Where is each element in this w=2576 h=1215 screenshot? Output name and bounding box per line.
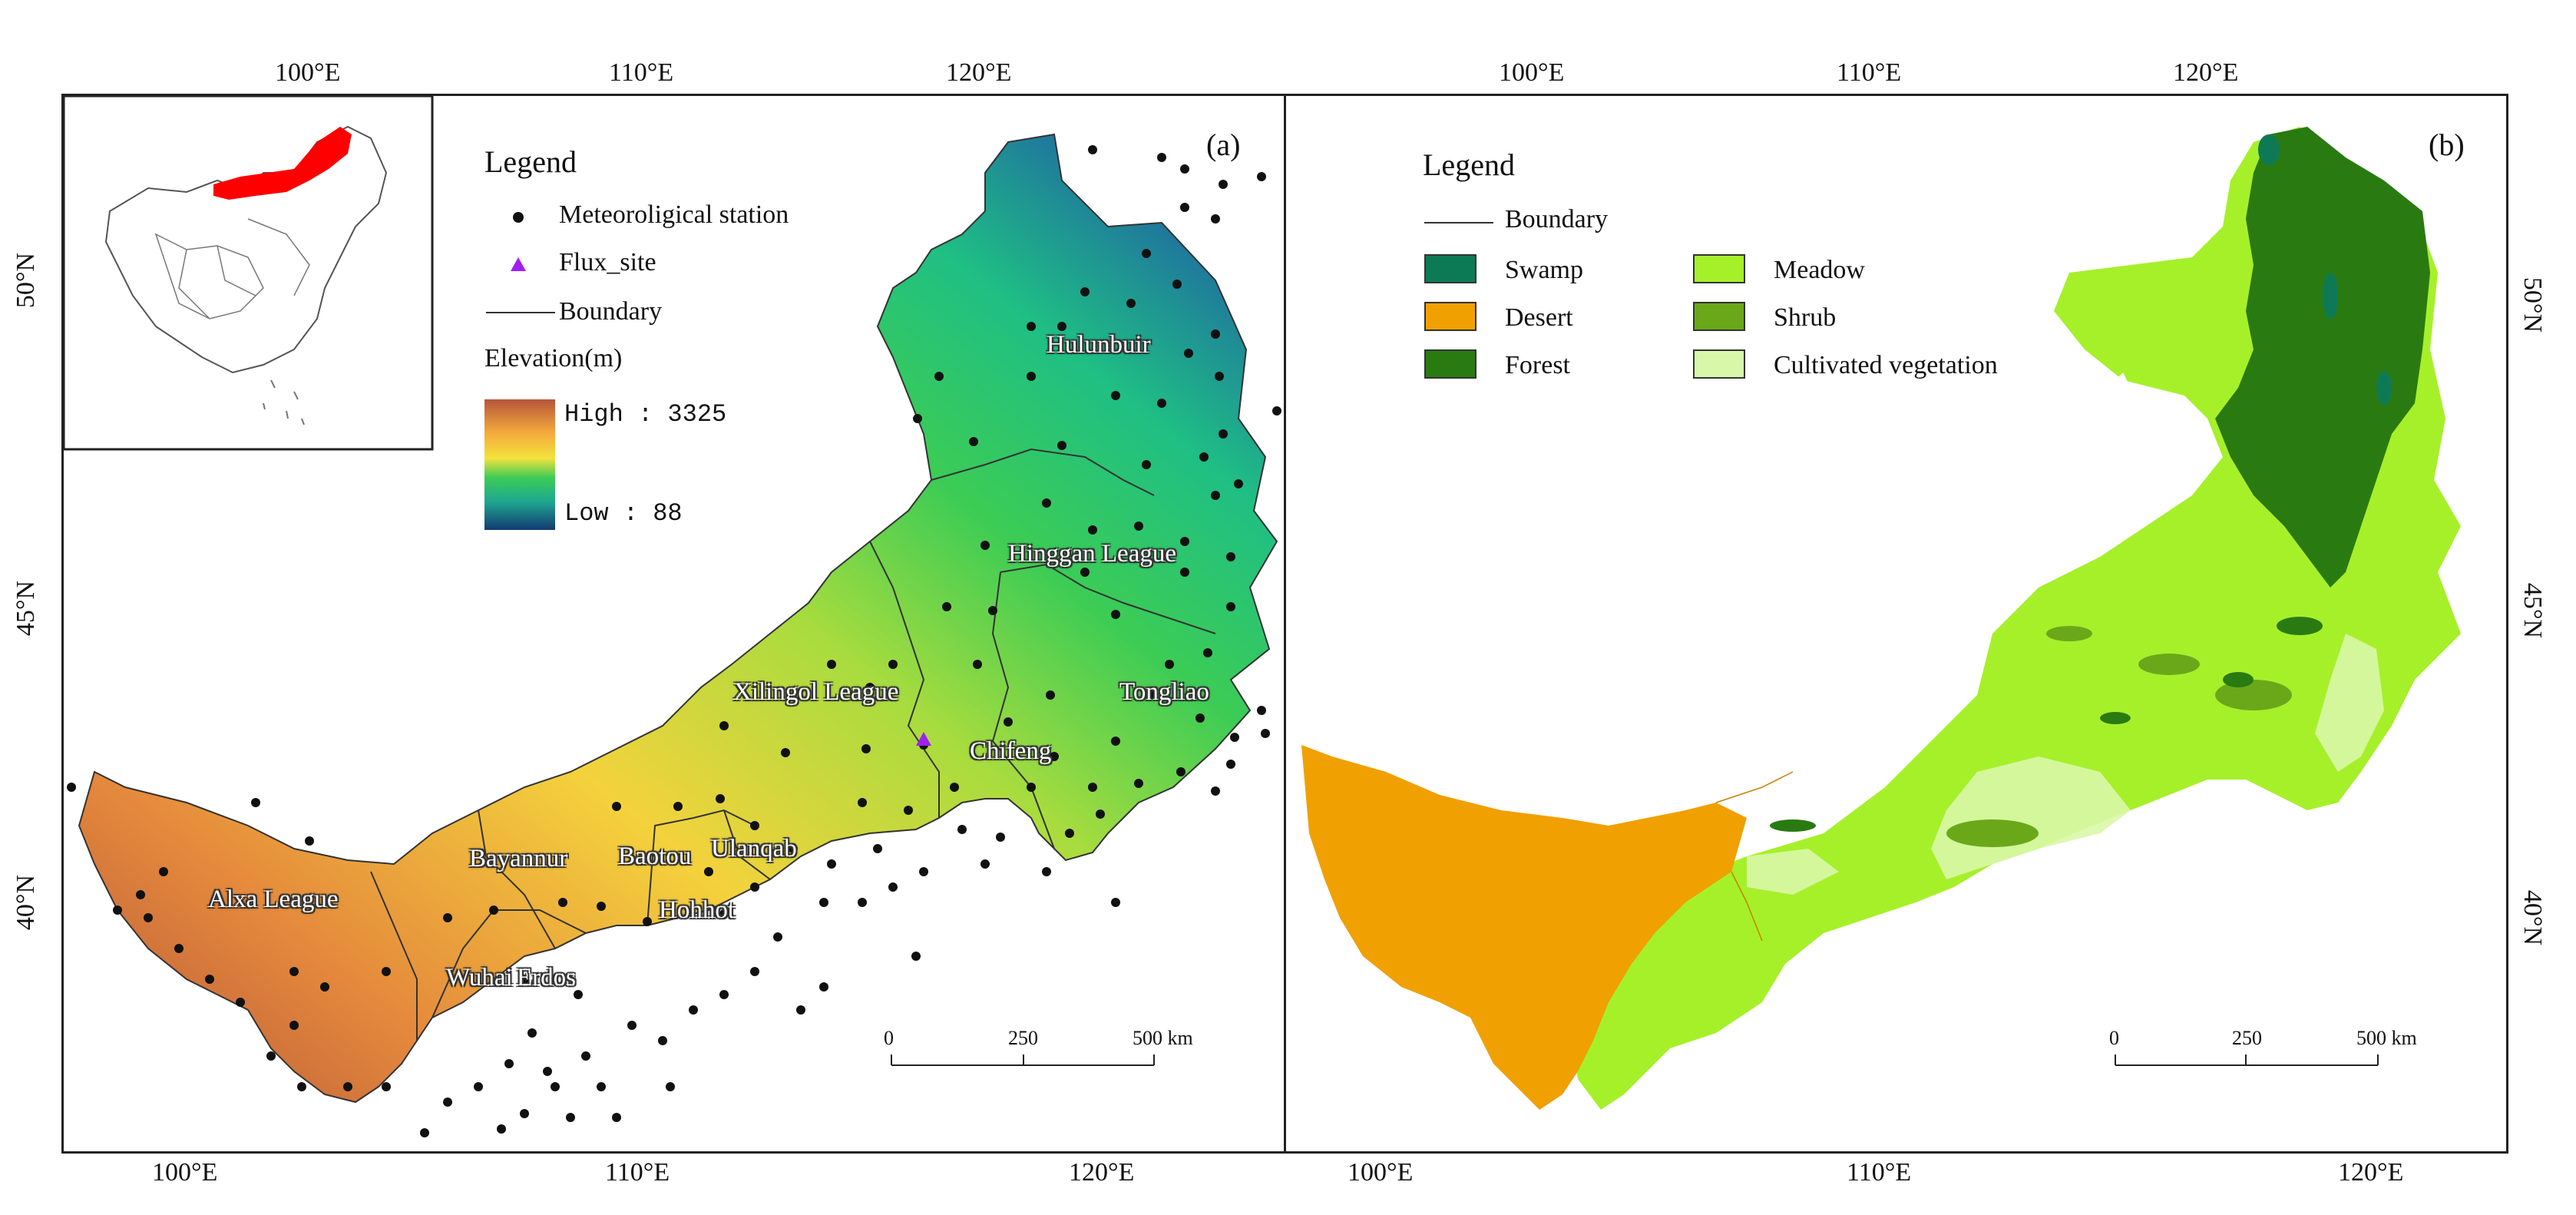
region-label-xilingol: Xilingol League — [733, 678, 899, 706]
map-a-bottom-tick-2: 110°E — [605, 1158, 670, 1187]
map-a-left-tick-3: 40°N — [12, 874, 41, 931]
map-b-bottom-tick-1: 100°E — [1348, 1158, 1414, 1187]
legend-label-desert: Desert — [1505, 303, 1573, 332]
map-b-top-tick-1: 100°E — [1499, 58, 1565, 87]
legend-b-boundary-label: Boundary — [1505, 205, 1609, 233]
region-label-bayannur: Bayannur — [469, 845, 568, 872]
map-b-scale-500: 500 km — [2356, 1027, 2417, 1049]
map-a-scale-250: 250 — [1008, 1027, 1038, 1049]
map-b-right-tick-2: 45°N — [2518, 582, 2548, 639]
map-a-bottom-tick-1: 100°E — [152, 1158, 218, 1187]
map-a-scale-bar — [891, 1054, 1155, 1066]
map-b-top-tick-3: 120°E — [2173, 58, 2239, 87]
legend-swatch-forest — [1424, 349, 1476, 379]
legend-elevation-ramp — [484, 399, 555, 530]
legend-swatch-meadow — [1693, 254, 1745, 283]
legend-swatch-swamp — [1424, 254, 1476, 283]
map-a-scale-500: 500 km — [1133, 1027, 1193, 1049]
map-a-left-tick-2: 45°N — [12, 580, 41, 637]
map-b-right-tick-1: 50°N — [2518, 276, 2548, 333]
landcover-cultivated-area — [1747, 634, 2384, 895]
legend-elevation-low: Low : 88 — [564, 499, 683, 528]
legend-elevation-title: Elevation(m) — [484, 344, 623, 372]
map-b-legend-title: Legend — [1423, 147, 1515, 182]
region-label-erdos: Erdos — [517, 964, 576, 992]
legend-label-forest: Forest — [1505, 351, 1570, 379]
map-b-scale-bar — [2115, 1054, 2379, 1066]
legend-label-cultivated: Cultivated vegetation — [1774, 351, 1998, 379]
legend-flux-symbol — [511, 257, 526, 271]
map-b-panel-label: (b) — [2429, 127, 2465, 162]
landcover-forest-patches — [1770, 617, 2323, 832]
map-a-top-tick-3: 120°E — [946, 58, 1012, 87]
map-a-panel-label: (a) — [1206, 127, 1241, 162]
map-a-top-tick-1: 100°E — [275, 58, 341, 87]
map-b-scale-250: 250 — [2232, 1027, 2262, 1049]
map-a-scale-0: 0 — [884, 1027, 894, 1049]
map-a-top-tick-2: 110°E — [609, 58, 674, 87]
region-label-hohhot: Hohhot — [659, 896, 735, 924]
landcover-forest-area — [2215, 127, 2430, 588]
landcover-desert-west-edge — [1715, 771, 1794, 942]
map-a-left-tick-1: 50°N — [12, 252, 41, 309]
map-b-right-tick-3: 40°N — [2518, 889, 2548, 946]
map-b-lake — [2108, 372, 2131, 411]
map-b-bottom-tick-2: 110°E — [1847, 1158, 1912, 1187]
region-label-ulanqab: Ulanqab — [711, 835, 797, 862]
map-b-top-tick-2: 110°E — [1837, 58, 1902, 87]
meteorological-station-points — [67, 145, 1281, 1137]
legend-label-shrub: Shrub — [1774, 303, 1837, 332]
map-b-bottom-tick-3: 120°E — [2338, 1158, 2404, 1187]
legend-elevation-high: High : 3325 — [564, 400, 727, 429]
landcover-desert-area — [1301, 745, 1747, 1110]
region-label-hinggan: Hinggan League — [1008, 540, 1176, 568]
region-label-baotou: Baotou — [618, 843, 692, 870]
map-a-canvas — [64, 96, 1281, 1137]
map-b-scale-0: 0 — [2109, 1027, 2119, 1049]
legend-flux-label: Flux_site — [559, 248, 656, 276]
region-label-hulunbuir: Hulunbuir — [1047, 331, 1151, 359]
legend-swatch-desert — [1424, 302, 1476, 331]
legend-label-swamp: Swamp — [1505, 256, 1583, 284]
region-label-alxa: Alxa League — [208, 886, 339, 913]
legend-label-meadow: Meadow — [1774, 256, 1865, 284]
legend-station-symbol — [513, 212, 524, 223]
inset-china-map — [64, 96, 434, 451]
region-label-tongliao: Tongliao — [1119, 678, 1209, 706]
inner-mongolia-elevation-shape — [78, 133, 1278, 1104]
map-b-panel: Legend Boundary Swamp Desert Forest Mead… — [1284, 94, 2508, 1154]
flux-site-marker — [916, 732, 931, 746]
legend-station-label: Meteoroligical station — [559, 200, 789, 229]
landcover-shrub-patches — [1946, 626, 2292, 847]
map-a-panel: Legend Meteoroligical station Flux_site … — [61, 94, 1286, 1154]
legend-boundary-label: Boundary — [559, 297, 663, 326]
region-label-chifeng: Chifeng — [970, 737, 1052, 765]
legend-swatch-shrub — [1693, 302, 1745, 331]
map-a-legend-title: Legend — [484, 144, 577, 179]
region-label-wuhai: Wuhai — [446, 964, 513, 992]
legend-swatch-cultivated — [1693, 349, 1745, 379]
map-b-canvas — [1301, 127, 2461, 1110]
landcover-swamp-patches — [2258, 134, 2392, 405]
map-a-bottom-tick-3: 120°E — [1069, 1158, 1135, 1187]
